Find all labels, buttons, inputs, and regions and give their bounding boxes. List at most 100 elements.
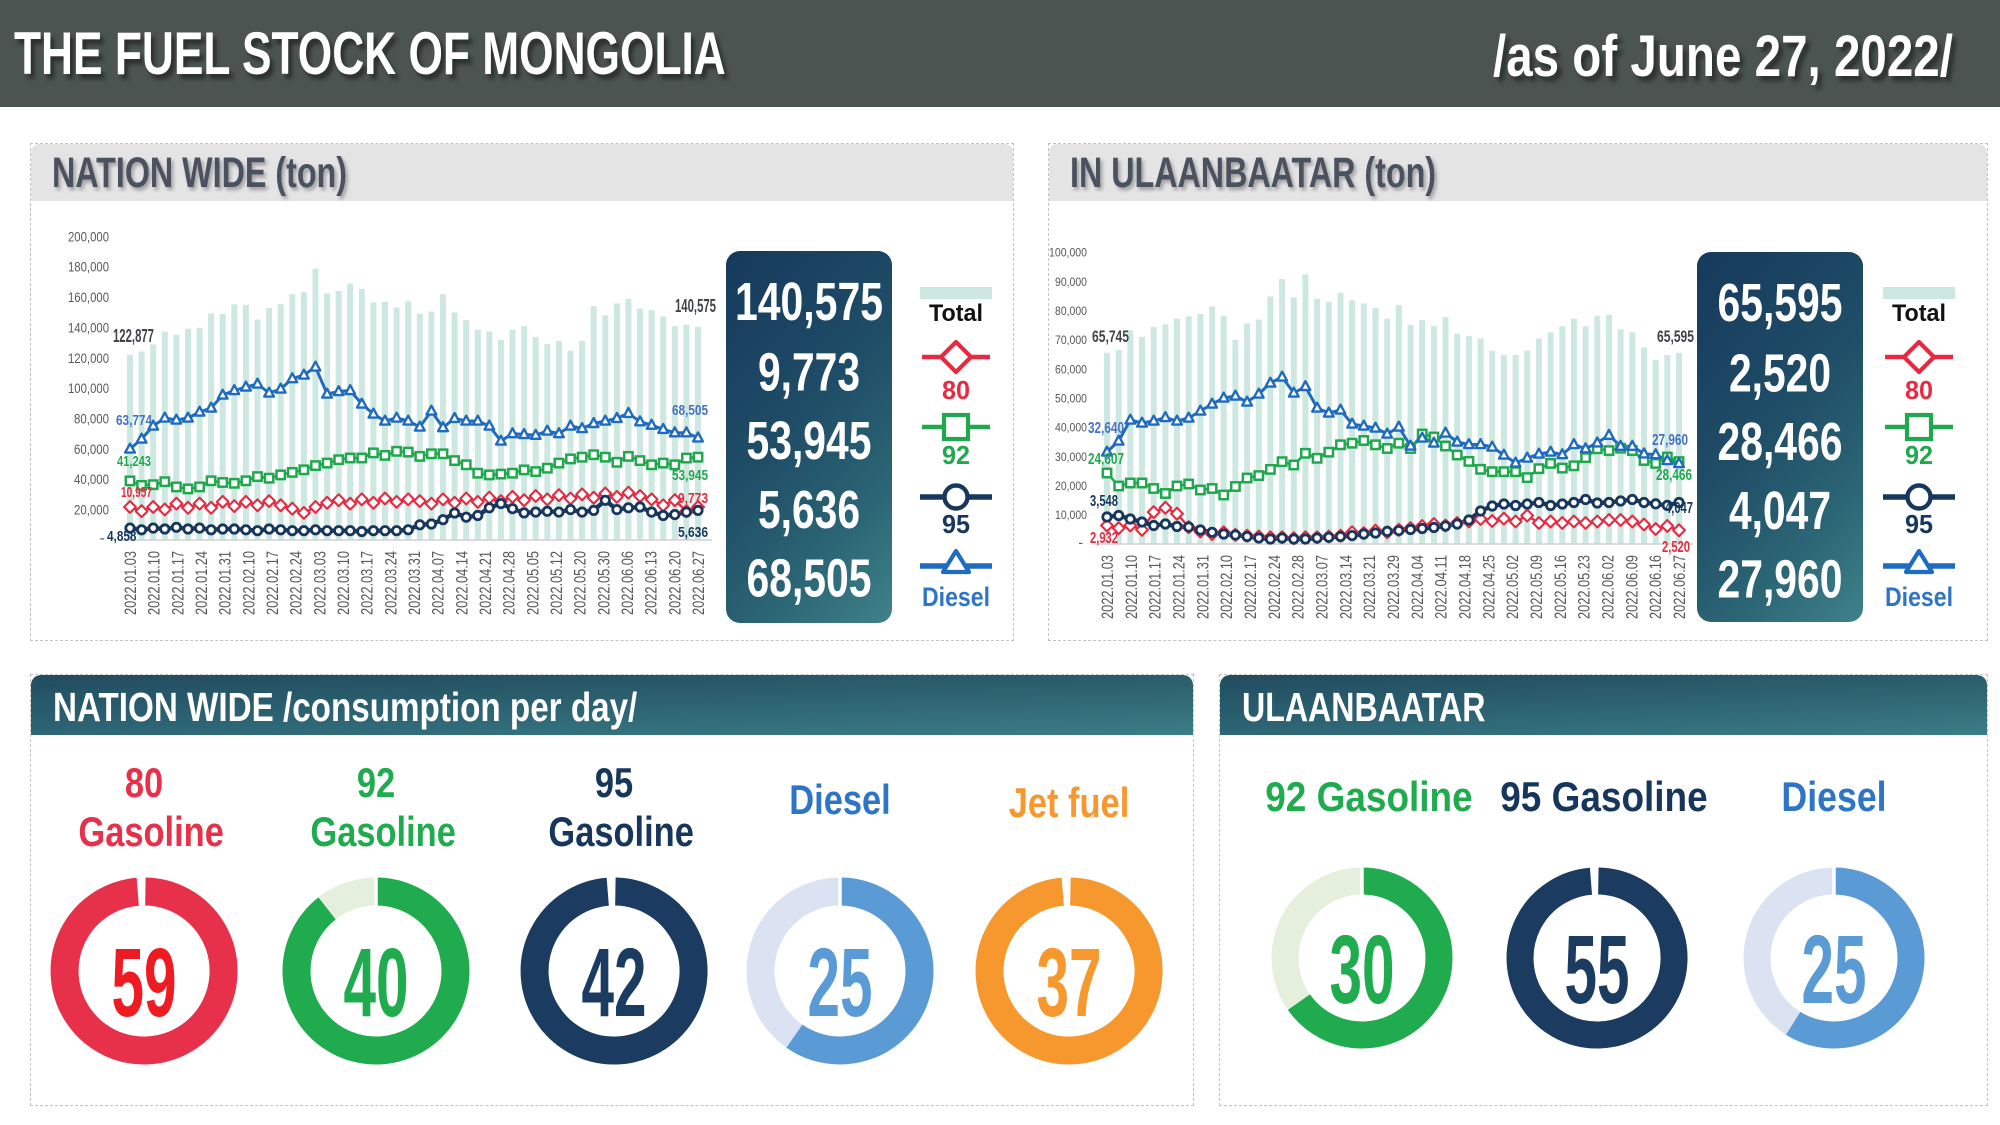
svg-text:200,000: 200,000 — [68, 228, 109, 244]
svg-text:2,520: 2,520 — [1662, 539, 1690, 556]
svg-text:9,773: 9,773 — [678, 491, 708, 507]
svg-text:2022.01.17: 2022.01.17 — [1146, 555, 1165, 619]
svg-text:25: 25 — [808, 928, 873, 1037]
svg-text:40,000: 40,000 — [1055, 421, 1087, 435]
svg-text:2022.03.17: 2022.03.17 — [358, 551, 377, 615]
svg-text:Total: Total — [1892, 300, 1946, 327]
svg-text:68,505: 68,505 — [747, 549, 872, 609]
svg-text:180,000: 180,000 — [68, 259, 109, 275]
svg-text:2022.05.23: 2022.05.23 — [1575, 555, 1594, 619]
svg-text:2022.06.06: 2022.06.06 — [618, 551, 637, 615]
svg-text:68,505: 68,505 — [672, 403, 708, 419]
svg-text:2022.02.24: 2022.02.24 — [287, 551, 306, 615]
svg-text:27,960: 27,960 — [1718, 550, 1843, 610]
svg-text:41,243: 41,243 — [117, 454, 151, 470]
svg-text:90,000: 90,000 — [1055, 275, 1087, 289]
svg-text:5,636: 5,636 — [758, 480, 860, 540]
svg-text:2022.06.13: 2022.06.13 — [642, 551, 661, 615]
svg-text:92: 92 — [942, 440, 970, 470]
svg-text:2022.04.07: 2022.04.07 — [429, 551, 448, 615]
svg-text:40: 40 — [344, 928, 409, 1037]
svg-text:2022.03.03: 2022.03.03 — [310, 551, 329, 615]
svg-text:2022.01.10: 2022.01.10 — [1122, 555, 1141, 619]
svg-text:2022.05.05: 2022.05.05 — [523, 551, 542, 615]
svg-text:20,000: 20,000 — [74, 502, 109, 518]
svg-text:53,945: 53,945 — [747, 411, 872, 471]
svg-text:2022.04.04: 2022.04.04 — [1408, 555, 1427, 619]
svg-text:2022.03.21: 2022.03.21 — [1360, 555, 1379, 619]
svg-text:42: 42 — [582, 928, 647, 1037]
svg-text:2022.03.31: 2022.03.31 — [405, 551, 424, 615]
svg-text:2022.04.25: 2022.04.25 — [1479, 555, 1498, 619]
svg-text:2,520: 2,520 — [1729, 344, 1831, 404]
svg-text:65,745: 65,745 — [1092, 328, 1129, 346]
svg-text:92: 92 — [1905, 440, 1933, 470]
svg-text:Diesel: Diesel — [1885, 582, 1953, 612]
svg-text:2022.02.28: 2022.02.28 — [1289, 555, 1308, 619]
svg-text:2022.02.10: 2022.02.10 — [239, 551, 258, 615]
svg-text:53,945: 53,945 — [672, 468, 708, 484]
svg-text:-: - — [1078, 534, 1083, 550]
svg-text:28,466: 28,466 — [1718, 412, 1843, 472]
svg-text:2022.06.27: 2022.06.27 — [689, 551, 708, 615]
svg-text:59: 59 — [112, 928, 177, 1037]
svg-text:2022.06.09: 2022.06.09 — [1622, 555, 1641, 619]
svg-text:Diesel: Diesel — [922, 582, 990, 612]
svg-text:2022.02.17: 2022.02.17 — [263, 551, 282, 615]
svg-text:65,595: 65,595 — [1657, 328, 1694, 346]
svg-text:28,466: 28,466 — [1656, 467, 1692, 484]
svg-text:2022.06.02: 2022.06.02 — [1599, 555, 1618, 619]
svg-text:2022.04.11: 2022.04.11 — [1432, 555, 1451, 619]
svg-text:10,000: 10,000 — [1055, 508, 1087, 522]
svg-text:2022.04.21: 2022.04.21 — [476, 551, 495, 615]
svg-text:2022.04.18: 2022.04.18 — [1456, 555, 1475, 619]
svg-text:3,548: 3,548 — [1090, 493, 1118, 510]
svg-text:122,877: 122,877 — [113, 326, 154, 346]
svg-text:2022.01.31: 2022.01.31 — [216, 551, 235, 615]
svg-text:80: 80 — [1905, 375, 1933, 405]
svg-text:2022.05.02: 2022.05.02 — [1503, 555, 1522, 619]
svg-text:2022.06.20: 2022.06.20 — [665, 551, 684, 615]
svg-text:2022.02.17: 2022.02.17 — [1241, 555, 1260, 619]
svg-text:2022.05.30: 2022.05.30 — [594, 551, 613, 615]
svg-text:24,607: 24,607 — [1088, 451, 1124, 468]
svg-text:100,000: 100,000 — [1049, 246, 1087, 260]
svg-text:2022.01.24: 2022.01.24 — [1170, 555, 1189, 619]
svg-text:37: 37 — [1037, 928, 1102, 1037]
svg-text:140,575: 140,575 — [735, 272, 883, 332]
svg-text:100,000: 100,000 — [68, 380, 109, 396]
svg-text:10,957: 10,957 — [121, 485, 152, 501]
svg-text:2022.05.12: 2022.05.12 — [547, 551, 566, 615]
svg-text:80,000: 80,000 — [1055, 304, 1087, 318]
svg-text:60,000: 60,000 — [1055, 362, 1087, 376]
svg-text:140,575: 140,575 — [675, 296, 716, 316]
svg-text:2022.05.16: 2022.05.16 — [1551, 555, 1570, 619]
svg-text:30: 30 — [1330, 915, 1395, 1024]
svg-text:2022.06.16: 2022.06.16 — [1646, 555, 1665, 619]
svg-text:2022.01.31: 2022.01.31 — [1193, 555, 1212, 619]
svg-text:2022.05.20: 2022.05.20 — [571, 551, 590, 615]
svg-text:95: 95 — [942, 509, 970, 539]
svg-text:63,774: 63,774 — [116, 413, 152, 429]
svg-text:80,000: 80,000 — [74, 411, 109, 427]
svg-text:9,773: 9,773 — [758, 343, 860, 403]
svg-text:50,000: 50,000 — [1055, 391, 1087, 405]
svg-text:32,640: 32,640 — [1088, 420, 1124, 437]
svg-text:65,595: 65,595 — [1718, 273, 1843, 333]
svg-text:-: - — [100, 530, 105, 547]
svg-text:4,047: 4,047 — [1665, 500, 1693, 517]
svg-text:95: 95 — [1905, 509, 1933, 539]
svg-text:2022.02.24: 2022.02.24 — [1265, 555, 1284, 619]
svg-text:2022.03.10: 2022.03.10 — [334, 551, 353, 615]
svg-text:2022.03.29: 2022.03.29 — [1384, 555, 1403, 619]
svg-text:30,000: 30,000 — [1055, 450, 1087, 464]
svg-text:2022.01.03: 2022.01.03 — [1098, 555, 1117, 619]
svg-text:160,000: 160,000 — [68, 289, 109, 305]
svg-text:2022.01.24: 2022.01.24 — [192, 551, 211, 615]
svg-text:2022.06.27: 2022.06.27 — [1670, 555, 1689, 619]
svg-text:4,858: 4,858 — [107, 529, 137, 545]
svg-text:140,000: 140,000 — [68, 319, 109, 335]
svg-text:2022.05.09: 2022.05.09 — [1527, 555, 1546, 619]
svg-text:2022.01.03: 2022.01.03 — [121, 551, 140, 615]
svg-text:2022.01.10: 2022.01.10 — [145, 551, 164, 615]
